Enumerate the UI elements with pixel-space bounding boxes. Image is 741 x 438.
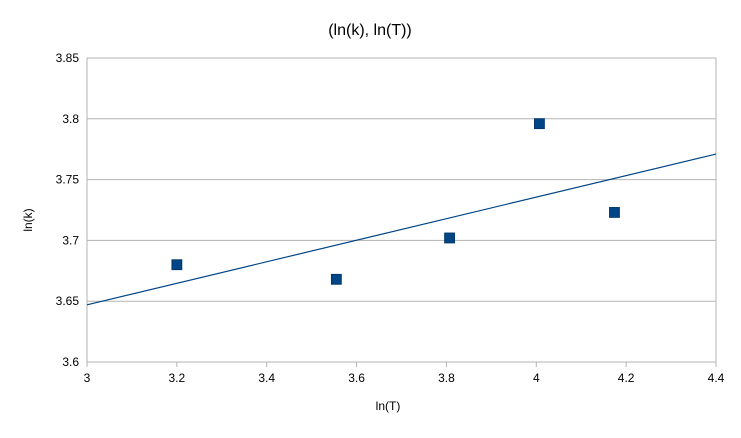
- x-tick-label: 4.4: [708, 371, 725, 385]
- grid-lines: [86, 57, 717, 367]
- data-point: [444, 232, 455, 244]
- trendline-layer: [86, 153, 717, 306]
- y-tick-label: 3.75: [56, 173, 80, 187]
- data-points: [171, 118, 620, 285]
- data-point: [534, 118, 545, 130]
- x-tick-label: 3.6: [348, 371, 365, 385]
- x-tick-label: 3.8: [438, 371, 455, 385]
- chart-title: (ln(k), ln(T)): [328, 22, 412, 39]
- tick-labels: 3.6 3.65 3.7 3.75 3.8 3.85 3 3.2 3.4 3.6 3.8 4 4.2 4.…: [56, 51, 725, 385]
- data-point: [330, 273, 342, 285]
- data-point: [171, 259, 183, 271]
- y-tick-label: 3.85: [56, 51, 80, 65]
- x-tick-label: 3.2: [169, 371, 186, 385]
- y-tick-label: 3.7: [62, 233, 79, 247]
- x-tick-label: 4: [533, 371, 540, 385]
- y-tick-label: 3.65: [56, 294, 80, 308]
- x-tick-label: 3: [84, 371, 91, 385]
- data-point: [609, 207, 620, 218]
- x-tick-label: 4.2: [618, 371, 635, 385]
- x-tick-label: 3.4: [258, 371, 275, 385]
- linear-trendline: [86, 153, 717, 306]
- y-axis-label: ln(k): [21, 208, 35, 231]
- x-axis-label: ln(T): [376, 399, 401, 413]
- y-tick-label: 3.8: [62, 112, 79, 126]
- y-tick-label: 3.6: [62, 355, 79, 369]
